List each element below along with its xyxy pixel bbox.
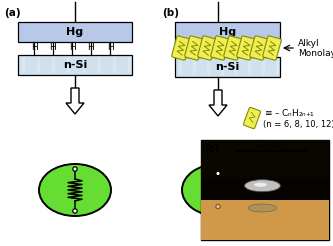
Text: H: H (50, 43, 56, 51)
FancyBboxPatch shape (224, 36, 242, 60)
FancyBboxPatch shape (201, 200, 329, 240)
FancyBboxPatch shape (201, 178, 329, 200)
Text: (b): (b) (162, 8, 179, 18)
Ellipse shape (244, 180, 280, 192)
FancyBboxPatch shape (18, 22, 132, 42)
FancyBboxPatch shape (276, 59, 279, 75)
FancyBboxPatch shape (201, 140, 329, 240)
Text: Alkyl: Alkyl (298, 40, 320, 48)
Circle shape (216, 204, 220, 209)
FancyBboxPatch shape (201, 140, 329, 178)
Circle shape (216, 171, 220, 176)
Text: H: H (107, 43, 113, 51)
FancyBboxPatch shape (243, 108, 260, 129)
FancyBboxPatch shape (83, 57, 86, 73)
Text: (c): (c) (204, 144, 219, 154)
Ellipse shape (39, 164, 111, 216)
FancyBboxPatch shape (237, 36, 255, 60)
FancyBboxPatch shape (67, 57, 70, 73)
FancyBboxPatch shape (262, 59, 265, 75)
FancyBboxPatch shape (128, 57, 131, 73)
FancyBboxPatch shape (172, 36, 190, 60)
FancyBboxPatch shape (175, 22, 280, 42)
FancyBboxPatch shape (201, 178, 329, 240)
Polygon shape (212, 184, 224, 197)
Circle shape (73, 167, 77, 171)
FancyBboxPatch shape (198, 36, 216, 60)
FancyBboxPatch shape (52, 57, 55, 73)
Text: Hg: Hg (219, 27, 236, 37)
Text: (a): (a) (4, 8, 21, 18)
Text: (n = 6, 8, 10, 12): (n = 6, 8, 10, 12) (263, 121, 333, 129)
Ellipse shape (248, 204, 276, 212)
Ellipse shape (182, 164, 254, 216)
Circle shape (73, 209, 77, 213)
FancyBboxPatch shape (175, 57, 280, 77)
FancyBboxPatch shape (22, 57, 25, 73)
Polygon shape (66, 88, 84, 114)
Text: n-Si: n-Si (215, 62, 240, 72)
Text: Monolayer: Monolayer (298, 48, 333, 58)
FancyBboxPatch shape (234, 59, 237, 75)
FancyBboxPatch shape (18, 55, 132, 75)
FancyBboxPatch shape (179, 59, 182, 75)
FancyBboxPatch shape (263, 36, 281, 60)
FancyBboxPatch shape (37, 57, 40, 73)
Polygon shape (209, 90, 227, 116)
Text: Hg: Hg (67, 27, 84, 37)
FancyBboxPatch shape (207, 59, 210, 75)
Text: H: H (88, 43, 94, 51)
Text: $\equiv$– CₙH₂ₙ₊₁: $\equiv$– CₙH₂ₙ₊₁ (263, 108, 315, 119)
FancyBboxPatch shape (98, 57, 101, 73)
FancyBboxPatch shape (250, 36, 268, 60)
Text: H: H (69, 43, 75, 51)
FancyBboxPatch shape (220, 59, 223, 75)
FancyBboxPatch shape (113, 57, 116, 73)
Text: 1 mm: 1 mm (259, 140, 283, 149)
FancyBboxPatch shape (185, 36, 203, 60)
Text: H: H (31, 43, 37, 51)
Ellipse shape (254, 183, 267, 187)
FancyBboxPatch shape (211, 36, 229, 60)
FancyBboxPatch shape (248, 59, 251, 75)
FancyBboxPatch shape (193, 59, 196, 75)
Text: n-Si: n-Si (63, 60, 87, 70)
